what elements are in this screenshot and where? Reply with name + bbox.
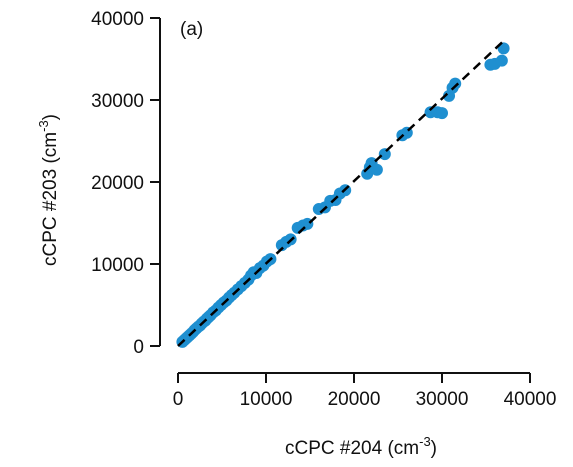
- y-axis-unit-exponent: -3: [36, 120, 51, 132]
- x-ticks: 0 10000 20000 30000 40000: [173, 373, 557, 410]
- y-tick-label: 40000: [91, 9, 144, 30]
- y-tick-label: 30000: [91, 91, 144, 112]
- y-ticks: 0 10000 20000 30000 40000: [91, 9, 160, 358]
- y-axis-unit-text: (cm: [40, 132, 61, 164]
- y-tick-label: 20000: [91, 173, 144, 194]
- x-tick-label: 0: [173, 389, 184, 410]
- y-tick-label: 0: [133, 337, 144, 358]
- x-tick-label: 30000: [416, 389, 469, 410]
- y-axis-title-text: cCPC #203: [40, 169, 61, 266]
- y-axis-unit-close: ): [40, 114, 61, 120]
- data-point: [370, 163, 383, 176]
- x-axis-title: cCPC #204 (cm-3): [285, 434, 437, 459]
- x-axis-unit-text: (cm: [387, 438, 419, 459]
- data-point: [495, 54, 508, 67]
- x-axis-title-text: cCPC #204: [285, 438, 383, 459]
- x-tick-label: 20000: [328, 389, 381, 410]
- x-axis-unit-exponent: -3: [419, 434, 431, 449]
- y-axis-title: cCPC #203 (cm-3): [36, 114, 61, 266]
- panel-label: (a): [180, 19, 203, 40]
- x-tick-label: 40000: [504, 389, 557, 410]
- data-point: [449, 77, 462, 90]
- x-tick-label: 10000: [240, 389, 293, 410]
- y-tick-label: 10000: [91, 255, 144, 276]
- x-axis-unit-close: ): [431, 438, 437, 459]
- data-point: [436, 107, 448, 120]
